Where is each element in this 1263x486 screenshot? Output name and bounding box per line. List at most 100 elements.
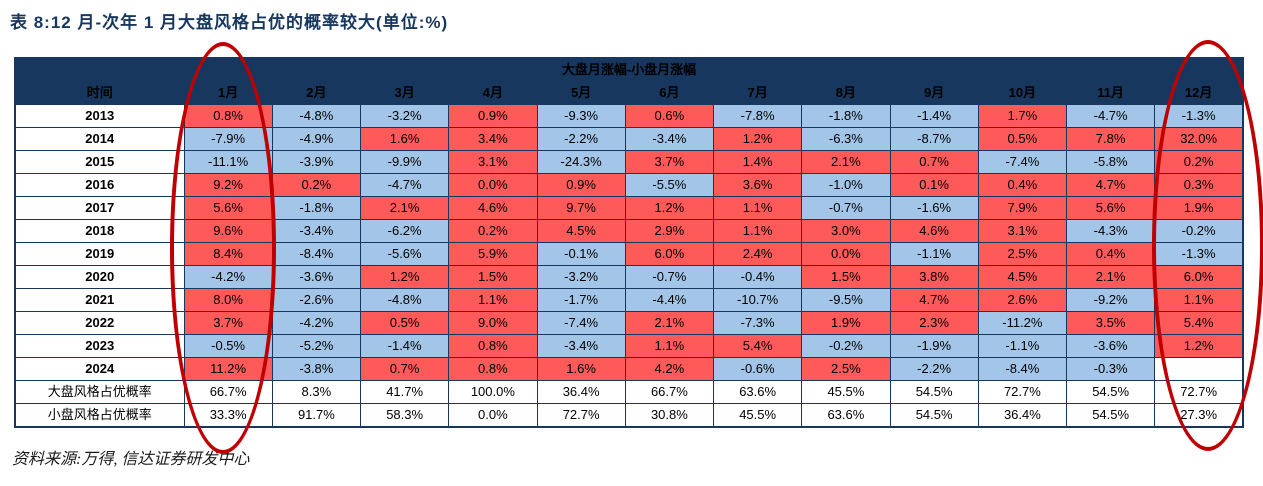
value-cell: -0.4%	[712, 265, 803, 289]
value-cell: 32.0%	[1154, 127, 1244, 151]
value-cell: 0.2%	[448, 219, 538, 243]
value-cell: 0.8%	[448, 357, 538, 381]
probability-cell: 36.4%	[977, 403, 1068, 428]
summary-row-label: 大盘风格占优概率	[14, 380, 185, 404]
value-cell: 2.6%	[977, 288, 1068, 312]
summary-row-label: 小盘风格占优概率	[14, 403, 185, 428]
value-cell: -1.3%	[1154, 104, 1244, 128]
value-cell: -8.7%	[889, 127, 979, 151]
value-cell: 5.4%	[712, 334, 803, 358]
value-cell: -9.2%	[1065, 288, 1156, 312]
value-cell: 3.0%	[801, 219, 891, 243]
month-header: 5月	[536, 81, 626, 105]
year-label: 2019	[14, 242, 185, 266]
value-cell: -8.4%	[977, 357, 1068, 381]
probability-cell: 54.5%	[889, 380, 979, 404]
value-cell: 0.3%	[1154, 173, 1244, 197]
probability-cell: 100.0%	[448, 380, 538, 404]
value-cell: -1.1%	[977, 334, 1068, 358]
value-cell: 2.9%	[624, 219, 715, 243]
month-header: 6月	[624, 81, 715, 105]
value-cell: -7.4%	[977, 150, 1068, 174]
value-cell: 4.5%	[977, 265, 1068, 289]
value-cell: 5.6%	[1065, 196, 1156, 220]
summary-row: 大盘风格占优概率 66.7% 8.3% 41.7% 100.0% 36.4% 66.7% 63…	[14, 380, 1244, 404]
value-cell: -0.6%	[712, 357, 803, 381]
value-cell: 3.1%	[977, 219, 1068, 243]
value-cell: -7.8%	[712, 104, 803, 128]
value-cell: 0.2%	[1154, 150, 1244, 174]
value-cell: 3.7%	[183, 311, 273, 335]
value-cell: -2.2%	[889, 357, 979, 381]
value-cell: -3.4%	[624, 127, 715, 151]
year-label: 2024	[14, 357, 185, 381]
value-cell: 2.1%	[801, 150, 891, 174]
value-cell: 1.2%	[712, 127, 803, 151]
value-cell: 3.5%	[1065, 311, 1156, 335]
value-cell: 5.9%	[448, 242, 538, 266]
value-cell: 1.5%	[448, 265, 538, 289]
month-header: 11月	[1065, 81, 1156, 105]
value-cell: -4.2%	[271, 311, 362, 335]
probability-cell: 58.3%	[359, 403, 450, 428]
value-cell: -2.6%	[271, 288, 362, 312]
probability-cell: 45.5%	[712, 403, 803, 428]
value-cell: 0.1%	[889, 173, 979, 197]
value-cell: -10.7%	[712, 288, 803, 312]
month-header: 3月	[359, 81, 450, 105]
value-cell: 0.4%	[1065, 242, 1156, 266]
value-cell: -7.9%	[183, 127, 273, 151]
value-cell: -1.6%	[889, 196, 979, 220]
probability-cell: 8.3%	[271, 380, 362, 404]
value-cell: -0.5%	[183, 334, 273, 358]
probability-cell: 91.7%	[271, 403, 362, 428]
probability-cell: 66.7%	[183, 380, 273, 404]
value-cell: -9.9%	[359, 150, 450, 174]
value-cell: -1.8%	[801, 104, 891, 128]
value-cell: -1.0%	[801, 173, 891, 197]
value-cell: 3.1%	[448, 150, 538, 174]
value-cell: 0.8%	[448, 334, 538, 358]
value-cell: -5.8%	[1065, 150, 1156, 174]
value-cell: -5.5%	[624, 173, 715, 197]
value-cell: -24.3%	[536, 150, 626, 174]
value-cell: 4.7%	[889, 288, 979, 312]
table-row: 2017 5.6% -1.8% 2.1% 4.6% 9.7% 1.2% 1.1% -0.7% -1…	[14, 196, 1244, 220]
monthly-style-table: 大盘月涨幅-小盘月涨幅 时间 1月 2月 3月 4月 5月 6月 7月 8月 9月 10月 11月 1…	[14, 57, 1244, 428]
table-row: 2015 -11.1% -3.9% -9.9% 3.1% -24.3% 3.7% 1.4% 2.…	[14, 150, 1244, 174]
value-cell: -0.2%	[1154, 219, 1244, 243]
month-header: 2月	[271, 81, 362, 105]
value-cell: 0.2%	[271, 173, 362, 197]
year-label: 2017	[14, 196, 185, 220]
year-label: 2020	[14, 265, 185, 289]
value-cell: -5.6%	[359, 242, 450, 266]
table-title: 表 8:12 月-次年 1 月大盘风格占优的概率较大(单位:%)	[10, 13, 449, 32]
value-cell: 3.6%	[712, 173, 803, 197]
year-label: 2021	[14, 288, 185, 312]
value-cell: -3.4%	[271, 219, 362, 243]
value-cell: 1.9%	[1154, 196, 1244, 220]
value-cell: 6.0%	[624, 242, 715, 266]
value-cell: -0.7%	[801, 196, 891, 220]
value-cell: -6.2%	[359, 219, 450, 243]
year-label: 2014	[14, 127, 185, 151]
year-label: 2018	[14, 219, 185, 243]
value-cell: -7.3%	[712, 311, 803, 335]
month-header: 9月	[889, 81, 979, 105]
value-cell: 6.0%	[1154, 265, 1244, 289]
probability-cell: 27.3%	[1154, 403, 1244, 428]
value-cell: -1.9%	[889, 334, 979, 358]
value-cell: 0.9%	[448, 104, 538, 128]
month-header: 4月	[448, 81, 538, 105]
probability-cell: 41.7%	[359, 380, 450, 404]
value-cell: 0.9%	[536, 173, 626, 197]
value-cell: -3.2%	[536, 265, 626, 289]
value-cell: 7.9%	[977, 196, 1068, 220]
value-cell: -3.6%	[1065, 334, 1156, 358]
value-cell: 0.5%	[977, 127, 1068, 151]
value-cell: 3.4%	[448, 127, 538, 151]
value-cell: 11.2%	[183, 357, 273, 381]
value-cell: 2.5%	[801, 357, 891, 381]
value-cell: 9.6%	[183, 219, 273, 243]
probability-cell: 30.8%	[624, 403, 715, 428]
